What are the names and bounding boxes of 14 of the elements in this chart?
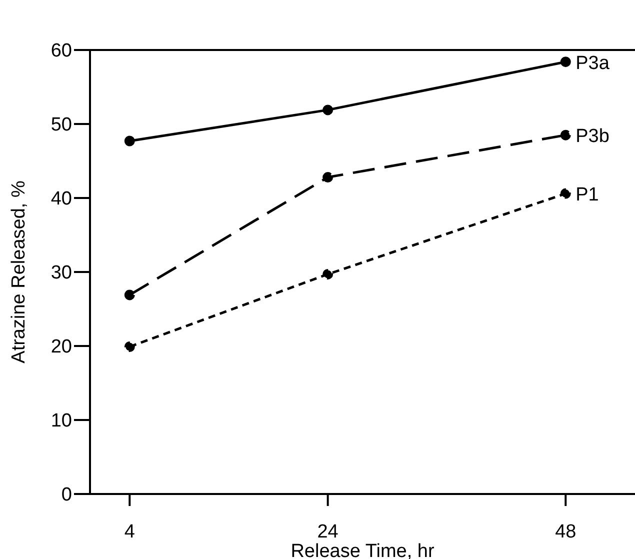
y-tick-label: 50 [50,114,72,136]
y-axis-title: Atrazine Released, % [8,180,30,364]
x-tick-label: 48 [555,521,576,542]
y-tick-label: 40 [50,188,72,210]
series-label: P1 [576,184,599,206]
series-label: P3b [576,126,610,148]
y-tick-label: 30 [50,262,72,284]
y-tick-label: 20 [50,336,72,358]
series-label: P3a [576,52,610,74]
x-tick-label: 4 [124,521,136,542]
x-tick-label: 24 [317,521,339,542]
y-tick-label: 0 [61,484,72,506]
y-tick-label: 10 [50,410,72,432]
y-tick-label: 60 [50,40,72,62]
